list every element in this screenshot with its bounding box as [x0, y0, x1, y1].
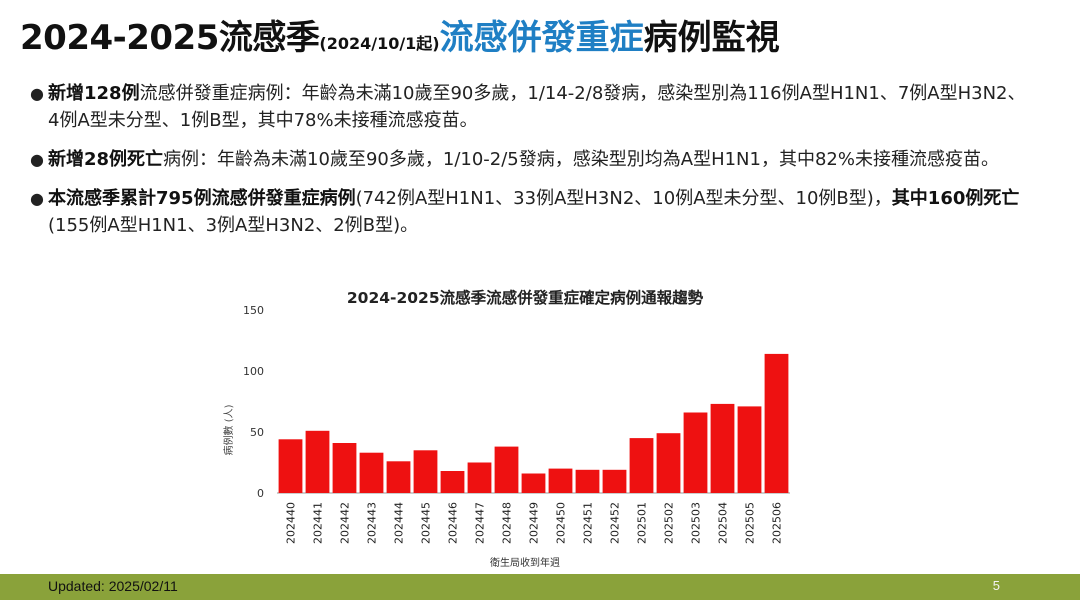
x-tick-label: 202501 — [636, 502, 649, 544]
x-tick-label: 202448 — [501, 502, 514, 544]
bullet-lead: 本流感季累計795例流感併發重症病例 — [48, 188, 356, 209]
title-highlight: 流感併發重症 — [439, 18, 644, 58]
updated-date: Updated: 2025/02/11 — [48, 578, 178, 594]
bar — [602, 469, 627, 493]
bar — [413, 450, 438, 493]
chart-title: 2024-2025流感季流感併發重症確定病例通報趨勢 — [347, 288, 704, 307]
bar — [737, 406, 762, 493]
bullet-list: ● 新增128例流感併發重症病例：年齡為未滿10歲至90多歲，1/14-2/8發… — [30, 80, 1030, 251]
x-tick-label: 202446 — [447, 502, 460, 544]
title-main: 2024-2025流感季 — [20, 18, 320, 58]
title-date-range: (2024/10/1起) — [319, 34, 440, 53]
bullet-lead-deaths: 其中160例死亡 — [891, 188, 1020, 209]
x-tick-label: 202503 — [690, 502, 703, 544]
page-number: 5 — [992, 578, 1000, 593]
bar — [332, 443, 357, 493]
bars — [277, 353, 790, 494]
bullet-dot-icon: ● — [30, 150, 44, 169]
bar — [386, 461, 411, 493]
x-axis-labels: 202440 202441 202442 202443 202444 202445 2024… — [285, 502, 784, 544]
x-tick-label: 202451 — [582, 502, 595, 544]
x-tick-label: 202440 — [285, 502, 298, 544]
footer-bar: Updated: 2025/02/11 5 — [0, 574, 1080, 600]
bullet-text: 病例：年齡為未滿10歲至90多歲，1/10-2/5發病，感染型別均為A型H1N1… — [163, 149, 999, 170]
x-tick-label: 202452 — [609, 502, 622, 544]
bar — [305, 430, 330, 493]
x-tick-label: 202443 — [366, 502, 379, 544]
bar — [575, 469, 600, 493]
bar — [521, 473, 546, 493]
x-tick-label: 202450 — [555, 502, 568, 544]
chart-svg: 2024-2025流感季流感併發重症確定病例通報趨勢 0 50 100 150 202… — [222, 288, 790, 569]
x-tick-label: 202444 — [393, 502, 406, 544]
y-tick-label: 0 — [257, 487, 264, 500]
y-axis-label: 病例數 (人) — [222, 404, 235, 455]
x-tick-label: 202441 — [312, 502, 325, 544]
y-tick-label: 100 — [243, 365, 264, 378]
bar — [278, 439, 303, 493]
page-title: 2024-2025流感季(2024/10/1起)流感併發重症病例監視 — [20, 10, 1060, 62]
y-tick-label: 50 — [250, 426, 264, 439]
bullet-text: (155例A型H1N1、3例A型H3N2、2例B型)。 — [48, 215, 419, 236]
bar — [629, 438, 654, 493]
bar — [359, 452, 384, 493]
bar — [710, 403, 735, 493]
x-tick-label: 202502 — [663, 502, 676, 544]
x-tick-label: 202442 — [339, 502, 352, 544]
bullet-text: (742例A型H1N1、33例A型H3N2、10例A型未分型、10例B型)， — [355, 188, 892, 209]
title-tail: 病例監視 — [643, 18, 780, 58]
bar-chart: 2024-2025流感季流感併發重症確定病例通報趨勢 0 50 100 150 202… — [220, 280, 820, 580]
y-tick-label: 150 — [243, 304, 264, 317]
bullet-dot-icon: ● — [30, 189, 44, 208]
bullet-new-severe-cases: ● 新增128例流感併發重症病例：年齡為未滿10歲至90多歲，1/14-2/8發… — [30, 80, 1030, 134]
bullet-lead: 新增28例死亡 — [48, 149, 164, 170]
x-tick-label: 202504 — [717, 502, 730, 544]
bar — [548, 468, 573, 493]
x-tick-label: 202449 — [528, 502, 541, 544]
bar — [764, 353, 789, 493]
bar — [683, 412, 708, 493]
bar — [656, 433, 681, 493]
x-tick-label: 202506 — [771, 502, 784, 544]
bar — [494, 446, 519, 493]
bullet-season-cumulative: ● 本流感季累計795例流感併發重症病例(742例A型H1N1、33例A型H3N… — [30, 185, 1030, 239]
bar — [467, 462, 492, 493]
x-axis-label: 衛生局收到年週 — [490, 556, 560, 569]
y-axis: 0 50 100 150 — [243, 304, 264, 500]
bullet-text: 流感併發重症病例：年齡為未滿10歲至90多歲，1/14-2/8發病，感染型別為1… — [48, 83, 1026, 131]
x-tick-label: 202445 — [420, 502, 433, 544]
x-tick-label: 202505 — [744, 502, 757, 544]
x-tick-label: 202447 — [474, 502, 487, 544]
bullet-lead: 新增128例 — [48, 83, 140, 104]
bullet-dot-icon: ● — [30, 84, 44, 103]
bullet-new-deaths: ● 新增28例死亡病例：年齡為未滿10歲至90多歲，1/10-2/5發病，感染型… — [30, 146, 1030, 173]
bar — [440, 471, 465, 493]
